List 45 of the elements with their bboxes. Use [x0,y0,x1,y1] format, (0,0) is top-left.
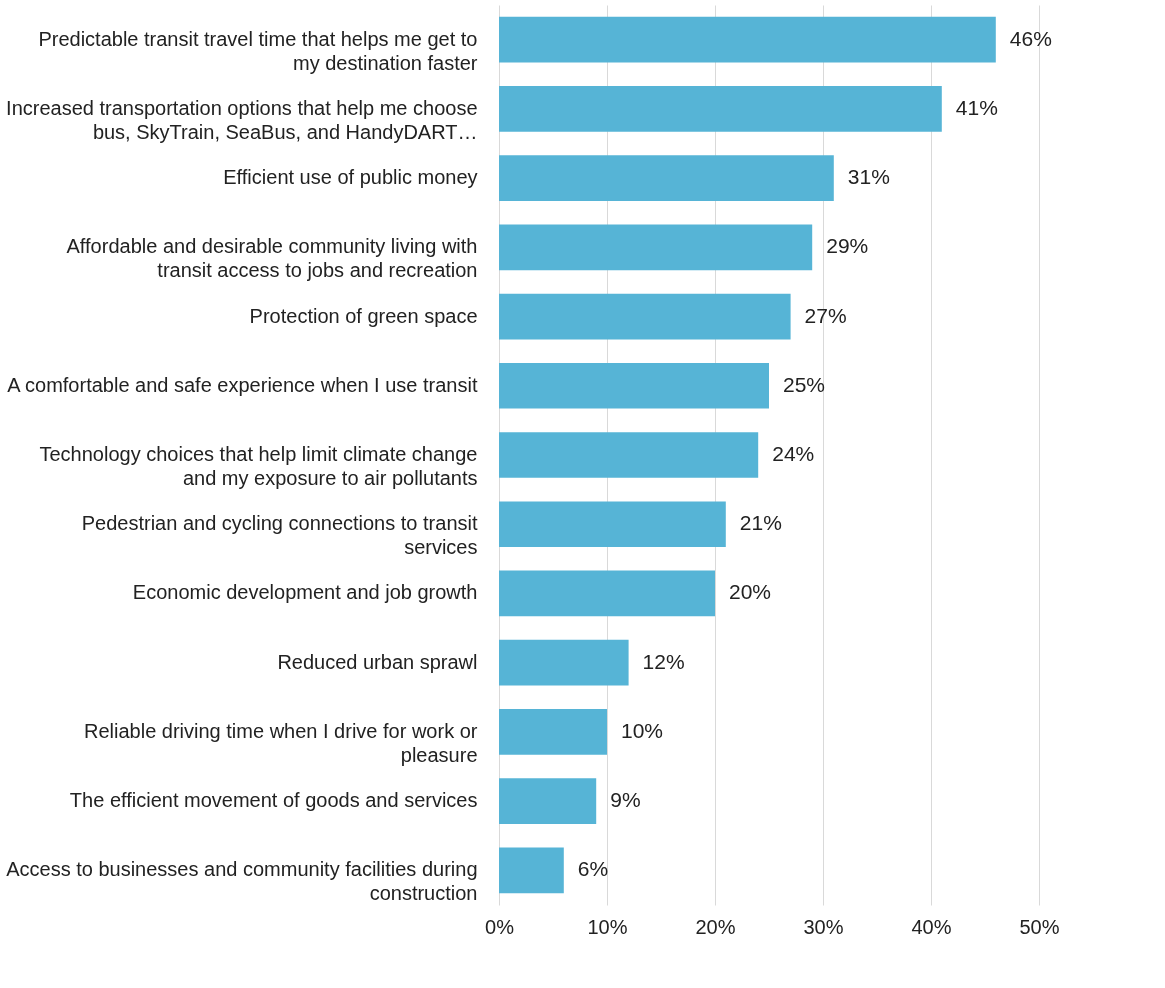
data-label: 20% [729,580,772,604]
y-tick-label: Access to businesses and community facilities during construction [6,858,478,905]
bar [499,16,996,63]
bar [499,224,813,271]
data-label: 27% [804,303,847,327]
x-tick-label: 40% [911,915,952,938]
bar [499,847,564,894]
bar [499,362,769,409]
bar [499,155,834,201]
data-label: 46% [1009,26,1052,50]
data-label: 10% [621,718,664,742]
bar [499,778,597,824]
bar [499,570,715,617]
data-label: 21% [739,511,782,535]
y-tick-label: The efficient movement of goods and services [69,789,478,812]
y-tick-label: Affordable and desirable community living with transit access to jobs and recreation [66,235,478,282]
x-tick-label: 10% [587,915,628,938]
data-label: 9% [610,788,641,812]
y-tick-label: Technology choices that help limit climate change and my exposure to air pollutants [39,443,478,489]
data-label: 41% [955,95,998,119]
data-label: 25% [783,372,826,396]
y-tick-label: Increased transportation options that help me choose bus, SkyTrain, SeaBus, and HandyDART… [6,96,478,143]
y-tick-label: Efficient use of public money [223,166,478,189]
bar [499,501,726,548]
y-tick-label: Reduced urban sprawl [277,650,478,673]
data-label: 12% [642,649,685,673]
bar [499,639,629,686]
y-tick-label: Economic development and job growth [132,581,478,604]
data-label: 24% [772,442,815,465]
x-tick-label: 20% [695,915,736,938]
bar [499,293,791,340]
x-tick-label: 30% [803,915,844,938]
x-tick-label: 0% [485,915,515,938]
y-tick-label: Predictable transit travel time that helps me get to my destination faster [38,27,478,74]
data-label: 31% [847,165,890,189]
y-tick-label: Reliable driving time when I drive for work or pleasure [84,719,478,766]
bar [499,86,942,132]
x-tick-label: 50% [1019,915,1060,938]
bar [499,432,759,478]
y-tick-label: Protection of green space [249,304,478,327]
data-label: 29% [826,234,869,258]
y-tick-label: A comfortable and safe experience when I use transit [7,373,478,396]
bar [499,709,607,755]
y-tick-label: Pedestrian and cycling connections to transit services [81,512,478,559]
data-label: 6% [577,857,609,881]
